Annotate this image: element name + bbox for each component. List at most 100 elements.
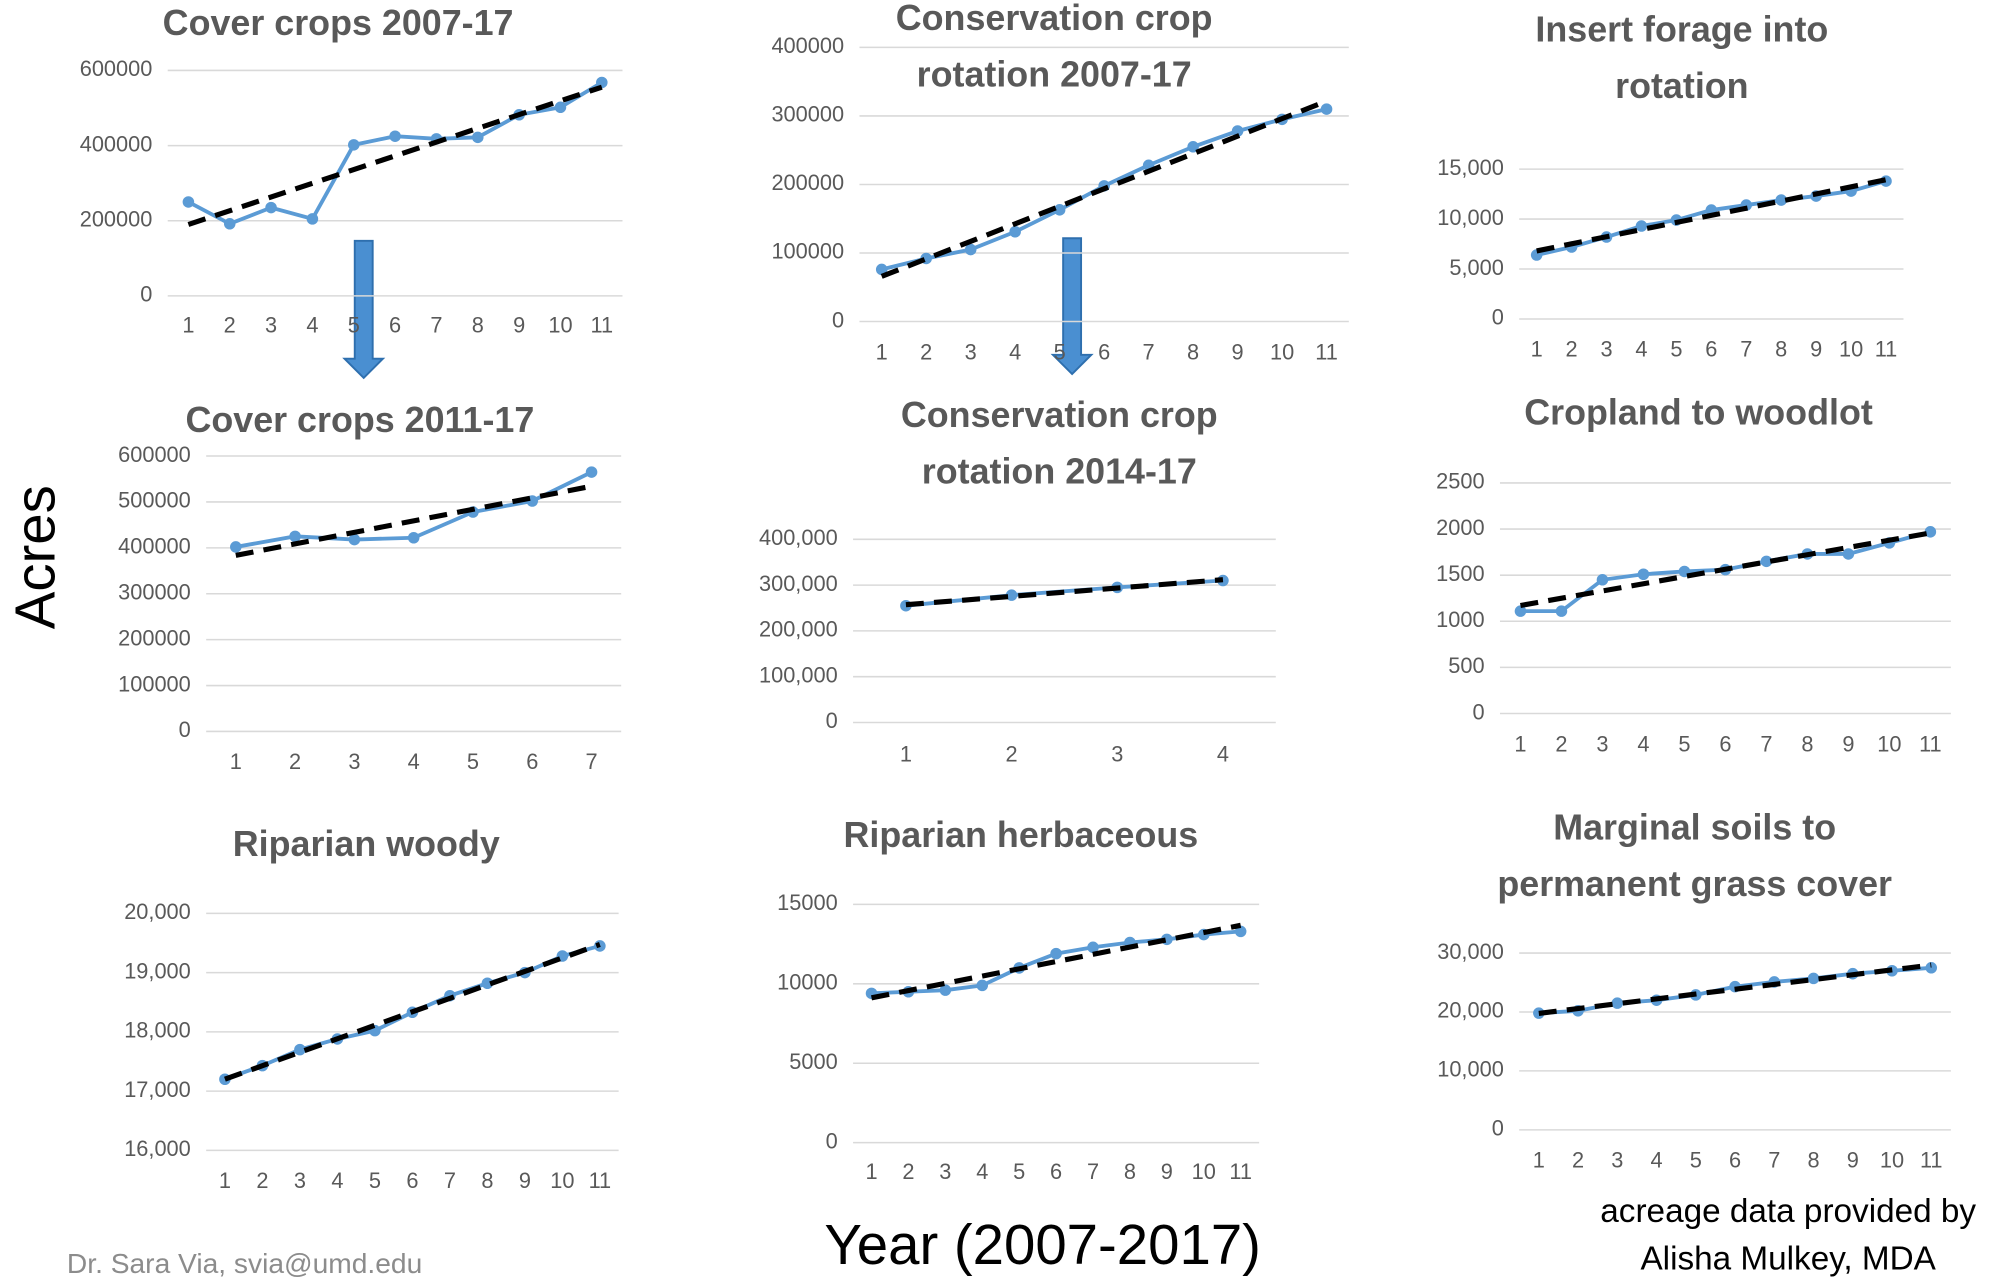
data-point: [1231, 125, 1244, 137]
data-point: [407, 531, 420, 544]
trend-line: [224, 942, 601, 1082]
y-tick-label: 5,000: [1449, 255, 1503, 280]
x-tick-label: 5: [1013, 1159, 1025, 1184]
y-tick-label: 20,000: [124, 899, 191, 924]
data-point: [348, 533, 361, 546]
data-point: [1611, 997, 1624, 1009]
y-tick-label: 200,000: [759, 617, 838, 642]
data-point: [939, 984, 952, 996]
trend-line: [1520, 530, 1931, 609]
y-tick-label: 100,000: [759, 662, 838, 687]
data-point: [1005, 589, 1018, 601]
x-tick-label: 4: [408, 749, 420, 774]
trend-line: [1536, 177, 1887, 254]
y-tick-label: 400000: [771, 33, 844, 58]
arrow: [342, 239, 386, 380]
x-tick-label: 5: [1678, 731, 1690, 756]
data-point: [223, 218, 236, 230]
x-tick-label: 9: [1842, 731, 1854, 756]
x-tick-label: 9: [1810, 337, 1822, 362]
x-tick-label: 3: [965, 339, 977, 364]
x-tick-label: 9: [1232, 339, 1244, 364]
y-tick-label: 600000: [118, 442, 191, 467]
x-tick-label: 10: [1880, 1148, 1904, 1173]
x-tick-label: 8: [1801, 731, 1813, 756]
x-tick-label: 3: [294, 1168, 306, 1193]
arrows: [342, 237, 1094, 380]
y-tick-label: 10,000: [1437, 1057, 1504, 1082]
x-tick-label: 3: [1600, 337, 1612, 362]
y-tick-label: 0: [1472, 699, 1484, 724]
source: Alisha Mulkey, MDA: [1640, 1240, 1936, 1277]
x-tick-label: 1: [230, 749, 242, 774]
data-point: [1053, 204, 1066, 216]
chart-title: Cover crops 2007-17: [163, 3, 514, 43]
x-tick-label: 1: [1533, 1148, 1545, 1173]
y-tick-label: 0: [826, 708, 838, 733]
y-tick-label: 16,000: [124, 1136, 191, 1161]
data-point: [347, 139, 360, 151]
x-tick-label: 11: [1229, 1159, 1252, 1184]
x-tick-label: 2: [224, 312, 236, 337]
trend-line: [871, 922, 1242, 1001]
x-tick-label: 1: [1531, 337, 1543, 362]
x-tick-label: 8: [1775, 337, 1787, 362]
x-tick-label: 5: [369, 1168, 381, 1193]
x-tick-label: 6: [1729, 1148, 1741, 1173]
y-tick-label: 400000: [118, 534, 191, 559]
y-tick-label: 15000: [777, 890, 838, 915]
y-tick-label: 2500: [1436, 469, 1484, 494]
data-point: [230, 541, 242, 553]
x-tick-label: 7: [1740, 337, 1752, 362]
y-tick-label: 0: [179, 717, 191, 742]
data-point: [1234, 925, 1247, 938]
data-point: [294, 1043, 306, 1056]
x-tick-label: 3: [939, 1159, 951, 1184]
data-point: [1555, 605, 1568, 617]
x-tick-label: 1: [1514, 731, 1526, 756]
data-point: [306, 213, 319, 225]
x-tick-label: 7: [1087, 1159, 1099, 1184]
y-tick-label: 300000: [771, 102, 844, 127]
x-tick-label: 10: [1839, 337, 1863, 362]
x-tick-label: 4: [331, 1168, 343, 1193]
trend-line: [880, 98, 1328, 279]
x-tick-label: 3: [265, 312, 277, 337]
x-axis-label: Year (2007-2017): [824, 1213, 1261, 1276]
arrow: [1050, 237, 1094, 376]
y-tick-label: 300000: [118, 579, 191, 604]
x-tick-label: 6: [1705, 337, 1717, 362]
data-point: [585, 466, 598, 478]
y-tick-label: 15,000: [1437, 155, 1504, 180]
chart-title: rotation: [1615, 66, 1748, 106]
y-tick-label: 2000: [1436, 515, 1484, 540]
x-tick-label: 10: [1877, 731, 1901, 756]
x-tick-label: 5: [348, 312, 360, 337]
y-tick-label: 20,000: [1437, 998, 1504, 1023]
x-tick-label: 11: [1875, 337, 1898, 362]
x-tick-label: 4: [1635, 337, 1647, 362]
y-tick-label: 0: [832, 307, 844, 332]
y-tick-label: 100000: [771, 239, 844, 264]
data-point: [596, 76, 608, 89]
data-point: [1842, 548, 1855, 560]
x-tick-label: 2: [1555, 731, 1567, 756]
y-tick-label: 0: [1492, 1116, 1504, 1141]
data-point: [1807, 972, 1820, 985]
data-point: [182, 196, 195, 208]
x-tick-label: 7: [1143, 339, 1155, 364]
x-tick-label: 3: [348, 749, 360, 774]
chart-title: Conservation crop: [896, 0, 1213, 38]
x-tick-label: 6: [1098, 339, 1110, 364]
y-tick-label: 200000: [771, 170, 844, 195]
x-tick-label: 4: [1637, 731, 1649, 756]
data-point: [875, 263, 888, 276]
x-tick-label: 9: [1161, 1159, 1173, 1184]
x-tick-label: 6: [389, 312, 401, 337]
x-tick-label: 2: [1566, 337, 1578, 362]
y-tick-label: 18,000: [124, 1018, 191, 1043]
data-point: [1775, 194, 1787, 206]
x-tick-label: 2: [1006, 742, 1018, 767]
chart-title: rotation 2014-17: [922, 451, 1197, 491]
